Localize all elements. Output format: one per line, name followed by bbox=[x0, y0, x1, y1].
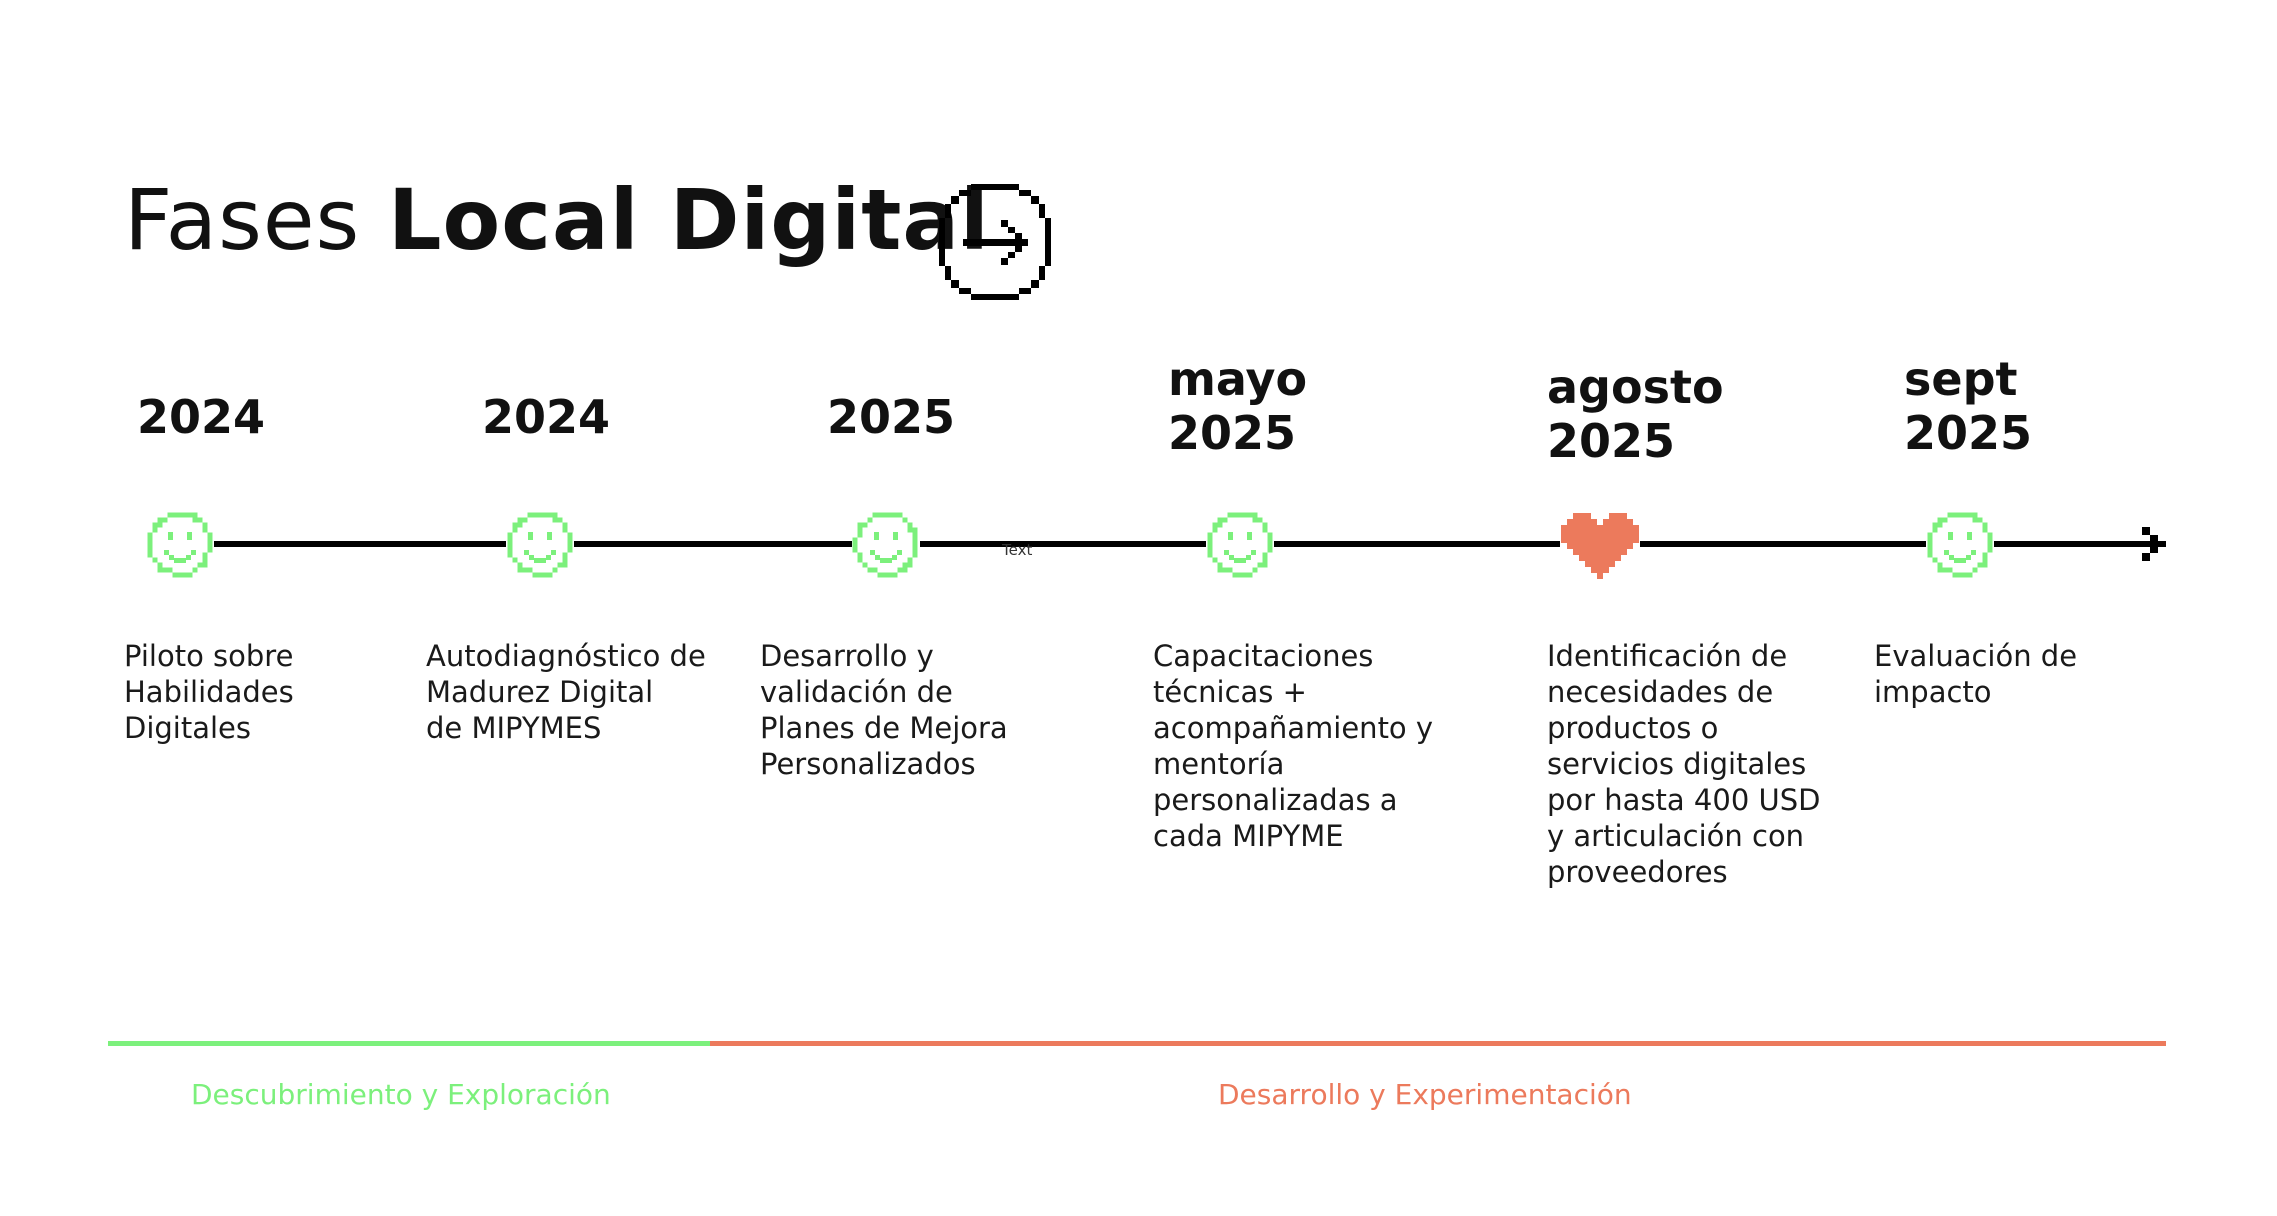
milestone-description-6: Evaluación de impacto bbox=[1874, 639, 2078, 709]
milestone-description-3: Desarrollo y validación de Planes de Mej… bbox=[760, 639, 1008, 781]
milestone-description-1: Piloto sobre Habilidades Digitales bbox=[124, 639, 294, 745]
milestone-date-6: sept 2025 bbox=[1904, 352, 2032, 461]
milestone-year: 2024 bbox=[482, 390, 611, 444]
smiley-icon bbox=[146, 510, 214, 578]
milestone-year: 2025 bbox=[1168, 406, 1297, 461]
milestone-description-5: Identificación de necesidades de product… bbox=[1547, 639, 1821, 889]
milestone-month: sept bbox=[1904, 352, 2018, 406]
milestone-date-4: mayo 2025 bbox=[1168, 352, 1307, 461]
milestone-year: 2025 bbox=[1547, 414, 1676, 469]
phase-label-discovery: Descubrimiento y Exploración bbox=[191, 1078, 611, 1111]
heart-icon bbox=[1560, 508, 1640, 580]
phase-label-development: Desarrollo y Experimentación bbox=[1218, 1078, 1632, 1111]
milestone-date-5: agosto 2025 bbox=[1547, 360, 1724, 469]
milestone-date-3: 2025 bbox=[827, 390, 955, 444]
phase-bar-development bbox=[710, 1041, 2166, 1046]
page-title: Fases Local Digital bbox=[124, 178, 990, 262]
milestone-year: 2025 bbox=[827, 390, 956, 444]
phase-bar-discovery bbox=[108, 1041, 710, 1046]
smiley-icon bbox=[852, 510, 920, 578]
milestone-date-2: 2024 bbox=[482, 390, 610, 444]
milestone-description-2: Autodiagnóstico de Madurez Digital de MI… bbox=[426, 639, 706, 745]
milestone-month: mayo bbox=[1168, 352, 1308, 406]
arrow-right-circle-icon bbox=[939, 184, 1051, 300]
timeline-line bbox=[180, 541, 2160, 547]
smiley-icon bbox=[1206, 510, 1274, 578]
title-light: Fases bbox=[124, 171, 361, 269]
stray-text-label: Text bbox=[1002, 541, 1033, 559]
smiley-icon bbox=[506, 510, 574, 578]
milestone-description-4: Capacitaciones técnicas + acompañamiento… bbox=[1153, 639, 1434, 853]
milestone-month: agosto bbox=[1547, 360, 1724, 414]
title-bold: Local Digital bbox=[388, 171, 990, 269]
milestone-year: 2025 bbox=[1904, 406, 2033, 461]
timeline-arrowhead-icon bbox=[2142, 527, 2166, 561]
smiley-icon bbox=[1926, 510, 1994, 578]
milestone-date-1: 2024 bbox=[137, 390, 265, 444]
milestone-year: 2024 bbox=[137, 390, 266, 444]
